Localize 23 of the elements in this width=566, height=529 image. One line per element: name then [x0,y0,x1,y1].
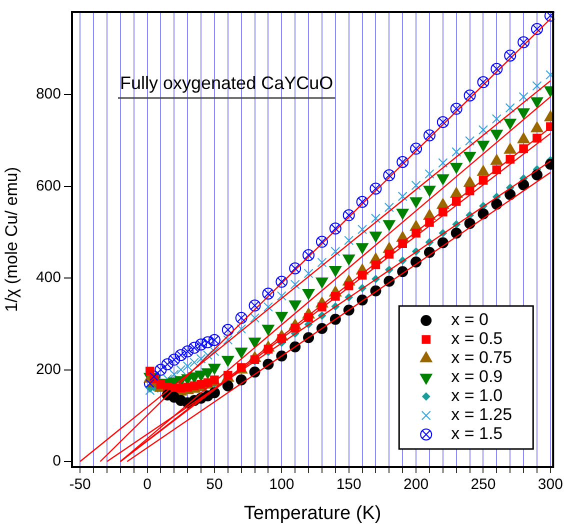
x-tick-label: 100 [269,476,294,494]
legend-label: x = 0 [451,310,488,330]
x-axis-title: Temperature (K) [244,502,382,524]
x-tick-label: 150 [336,476,362,494]
x-tick-label: -50 [69,476,91,494]
y-tick-label: 0 [52,452,61,470]
x-tick-label: 50 [206,476,223,494]
y-axis-title: 1/χ (mole Cu/ emu) [2,167,21,312]
legend-label: x = 0.5 [451,329,503,348]
legend-label: x = 0.75 [451,348,512,368]
x-tick-label: 250 [470,476,496,494]
text: Fully oxygenated CaYCuO [120,73,334,93]
y-tick-label: 200 [36,360,61,378]
y-tick-label: 800 [36,86,61,103]
legend-label: x = 1.0 [451,386,503,406]
x-tick-label: 0 [143,476,152,494]
x-tick-label: 200 [404,476,429,494]
y-tick-label: 400 [36,269,61,286]
legend-label: x = 1.25 [451,405,512,424]
legend-label: x = 1.5 [451,424,503,444]
x-tick-label: 300 [538,476,563,494]
legend-label: x = 0.9 [451,367,503,386]
y-tick-label: 600 [36,177,61,194]
